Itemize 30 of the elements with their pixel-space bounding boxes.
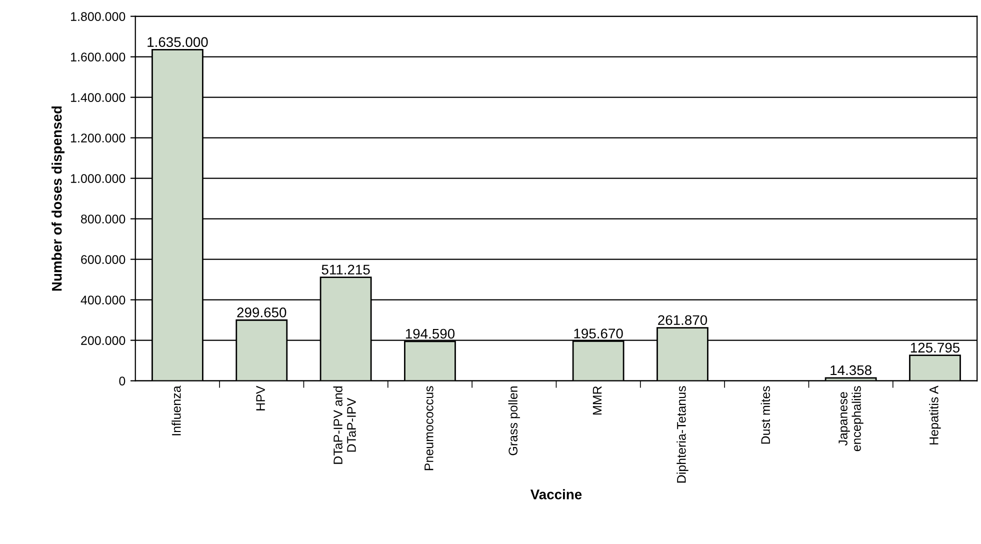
data-label: 125.795	[910, 342, 960, 353]
x-axis-title: Vaccine	[530, 489, 582, 500]
y-tick-label: 0	[119, 376, 126, 386]
data-label: 195.670	[574, 328, 623, 338]
x-tick-label: Influenza	[172, 386, 181, 436]
x-tick-label: MMR	[592, 386, 602, 414]
data-label: 511.215	[322, 264, 370, 275]
data-label: 14.358	[830, 365, 872, 376]
x-tick-label: HPV	[256, 386, 265, 410]
y-tick-label: 1.400.000	[71, 93, 126, 102]
x-tick-label: Japanese encephalitis	[838, 386, 864, 452]
y-tick-label: 400.000	[80, 296, 126, 304]
y-tick-label: 200.000	[81, 336, 126, 345]
data-label: 194.590	[406, 328, 455, 339]
y-tick-label: 1.800.000	[71, 12, 126, 21]
y-tick-label: 1.600.000	[71, 52, 126, 62]
y-tick-label: 800.000	[81, 214, 126, 224]
x-tick-label: Diphteria-Tetanus	[676, 386, 688, 483]
x-tick-label: Hepatitis A	[929, 386, 941, 444]
data-label: 299.650	[237, 308, 286, 318]
y-tick-label: 600.000	[81, 255, 126, 264]
x-tick-label: DTaP-IPV and DTaP-IPV	[333, 386, 356, 464]
data-label: 1.635.000	[148, 37, 208, 47]
y-tick-label: 1.000.000	[71, 174, 126, 183]
y-axis-title: Number of doses dispensed	[52, 106, 64, 291]
data-label: 261.870	[658, 315, 708, 326]
x-tick-label: Grass pollen	[508, 386, 520, 456]
y-tick-label: 1.200.000	[71, 134, 126, 142]
x-tick-label: Pneumococcus	[424, 386, 434, 470]
x-tick-label: Dust mites	[760, 386, 770, 444]
